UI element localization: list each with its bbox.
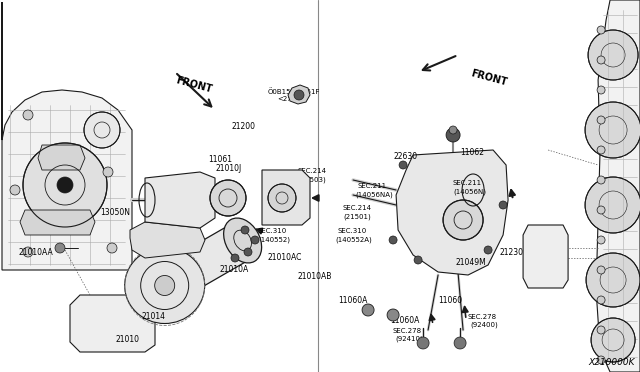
Circle shape bbox=[597, 146, 605, 154]
Circle shape bbox=[499, 201, 507, 209]
Text: SEC.310: SEC.310 bbox=[258, 228, 287, 234]
Ellipse shape bbox=[223, 218, 262, 263]
Text: 21010J: 21010J bbox=[215, 164, 241, 173]
Text: FRONT: FRONT bbox=[470, 68, 509, 87]
Circle shape bbox=[155, 276, 175, 295]
Circle shape bbox=[417, 337, 429, 349]
Circle shape bbox=[251, 236, 259, 244]
Circle shape bbox=[597, 56, 605, 64]
Text: 11062: 11062 bbox=[460, 148, 484, 157]
Circle shape bbox=[449, 126, 457, 134]
Circle shape bbox=[586, 253, 640, 307]
Polygon shape bbox=[2, 2, 132, 270]
Polygon shape bbox=[130, 222, 205, 258]
Circle shape bbox=[103, 167, 113, 177]
Text: X210000K: X210000K bbox=[589, 358, 635, 367]
Circle shape bbox=[454, 337, 466, 349]
Circle shape bbox=[362, 304, 374, 316]
Circle shape bbox=[389, 236, 397, 244]
Circle shape bbox=[294, 90, 304, 100]
Polygon shape bbox=[70, 295, 155, 352]
Circle shape bbox=[210, 180, 246, 216]
Circle shape bbox=[446, 128, 460, 142]
Text: (92400): (92400) bbox=[470, 322, 498, 328]
Circle shape bbox=[484, 246, 492, 254]
Text: SEC.278: SEC.278 bbox=[393, 328, 422, 334]
Text: <2>: <2> bbox=[277, 96, 293, 102]
Text: (140552A): (140552A) bbox=[335, 236, 372, 243]
Circle shape bbox=[23, 143, 107, 227]
Text: (21501): (21501) bbox=[343, 213, 371, 219]
Text: 11060A: 11060A bbox=[338, 296, 367, 305]
Text: 11060: 11060 bbox=[438, 296, 462, 305]
Text: 11060A: 11060A bbox=[390, 316, 419, 325]
Polygon shape bbox=[523, 225, 568, 288]
Circle shape bbox=[57, 177, 73, 193]
Circle shape bbox=[414, 256, 422, 264]
Text: 21049M: 21049M bbox=[456, 258, 487, 267]
Circle shape bbox=[597, 86, 605, 94]
Polygon shape bbox=[288, 85, 310, 104]
Circle shape bbox=[597, 296, 605, 304]
Circle shape bbox=[387, 309, 399, 321]
Circle shape bbox=[585, 177, 640, 233]
Text: 22630: 22630 bbox=[394, 152, 418, 161]
Circle shape bbox=[399, 161, 407, 169]
Circle shape bbox=[244, 248, 252, 256]
Polygon shape bbox=[396, 150, 508, 275]
Circle shape bbox=[231, 254, 239, 262]
Circle shape bbox=[597, 236, 605, 244]
Circle shape bbox=[588, 30, 638, 80]
Text: 21010AA: 21010AA bbox=[18, 248, 52, 257]
Circle shape bbox=[597, 266, 605, 274]
Polygon shape bbox=[596, 0, 640, 372]
Text: 11061: 11061 bbox=[208, 155, 232, 164]
Circle shape bbox=[597, 206, 605, 214]
Circle shape bbox=[591, 318, 635, 362]
Text: 21014: 21014 bbox=[142, 312, 166, 321]
Text: (14056N): (14056N) bbox=[453, 188, 486, 195]
Circle shape bbox=[597, 26, 605, 34]
Circle shape bbox=[241, 226, 249, 234]
Text: FRONT: FRONT bbox=[175, 75, 214, 94]
Polygon shape bbox=[138, 223, 253, 313]
Circle shape bbox=[10, 185, 20, 195]
Circle shape bbox=[23, 110, 33, 120]
Circle shape bbox=[597, 116, 605, 124]
Circle shape bbox=[84, 112, 120, 148]
Text: 21010: 21010 bbox=[115, 335, 139, 344]
Circle shape bbox=[268, 184, 296, 212]
Text: 21010AB: 21010AB bbox=[298, 272, 332, 281]
Polygon shape bbox=[262, 170, 310, 225]
Circle shape bbox=[585, 102, 640, 158]
Text: SEC.278: SEC.278 bbox=[468, 314, 497, 320]
Circle shape bbox=[55, 243, 65, 253]
Text: 21200: 21200 bbox=[232, 122, 256, 131]
Polygon shape bbox=[38, 145, 85, 170]
Polygon shape bbox=[20, 210, 95, 235]
Circle shape bbox=[597, 176, 605, 184]
Text: (140552): (140552) bbox=[258, 236, 290, 243]
Text: SEC.211: SEC.211 bbox=[358, 183, 387, 189]
Text: 13050N: 13050N bbox=[100, 208, 130, 217]
Polygon shape bbox=[145, 172, 215, 228]
Ellipse shape bbox=[125, 247, 205, 324]
Circle shape bbox=[443, 200, 483, 240]
Text: 21010AC: 21010AC bbox=[268, 253, 302, 262]
Circle shape bbox=[597, 326, 605, 334]
Text: SEC.214: SEC.214 bbox=[343, 205, 372, 211]
Circle shape bbox=[23, 247, 33, 257]
Circle shape bbox=[597, 356, 605, 364]
Circle shape bbox=[107, 243, 117, 253]
Text: SEC.214: SEC.214 bbox=[298, 168, 327, 174]
Text: 21230: 21230 bbox=[500, 248, 524, 257]
Text: 13049N: 13049N bbox=[275, 188, 305, 197]
Text: SEC.310: SEC.310 bbox=[338, 228, 367, 234]
Text: (92410): (92410) bbox=[395, 336, 423, 343]
Text: SEC.211: SEC.211 bbox=[453, 180, 482, 186]
Text: (21503): (21503) bbox=[298, 176, 326, 183]
Text: 21010A: 21010A bbox=[220, 265, 249, 274]
Text: Ö0B15B-8251F: Ö0B15B-8251F bbox=[268, 88, 321, 95]
Text: (14056NA): (14056NA) bbox=[355, 191, 393, 198]
